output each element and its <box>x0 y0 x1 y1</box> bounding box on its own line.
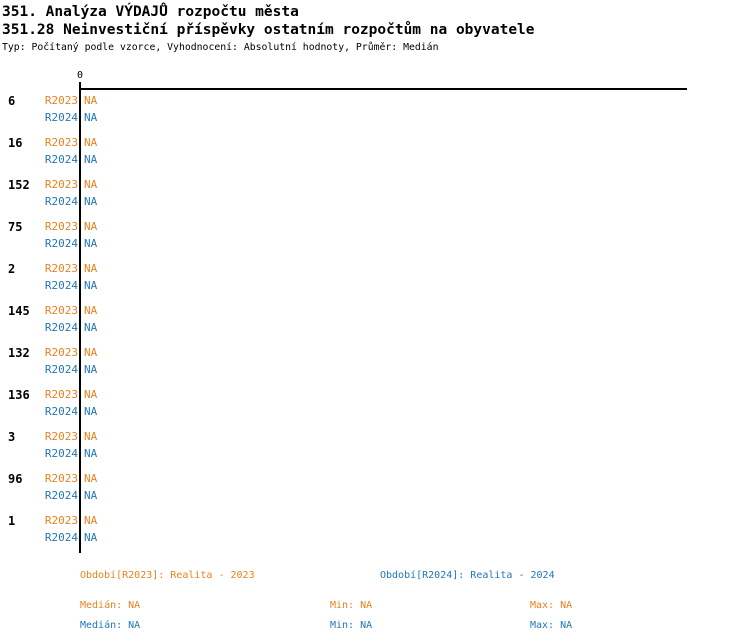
chart-row-group: 152 R2023 NA R2024 NA <box>0 179 750 215</box>
series-label-r2023: R2023 <box>44 178 78 191</box>
series-label-r2024: R2024 <box>44 405 78 418</box>
chart-row-group: 2 R2023 NA R2024 NA <box>0 263 750 299</box>
series-label-r2024: R2024 <box>44 363 78 376</box>
value-r2024: NA <box>84 489 98 502</box>
series-label-r2024: R2024 <box>44 153 78 166</box>
category-label: 1 <box>8 514 16 528</box>
value-r2023: NA <box>84 388 98 401</box>
series-label-r2024: R2024 <box>44 447 78 460</box>
series-label-r2024: R2024 <box>44 279 78 292</box>
category-label: 132 <box>8 346 30 360</box>
series-label-r2024: R2024 <box>44 237 78 250</box>
y-axis-line <box>79 82 81 553</box>
value-r2023: NA <box>84 514 98 527</box>
value-r2024: NA <box>84 279 98 292</box>
value-r2024: NA <box>84 405 98 418</box>
value-r2024: NA <box>84 363 98 376</box>
value-r2023: NA <box>84 178 98 191</box>
category-label: 145 <box>8 304 30 318</box>
chart-row-group: 132 R2023 NA R2024 NA <box>0 347 750 383</box>
stat-min-r2023: Min: NA <box>330 600 373 611</box>
value-r2024: NA <box>84 195 98 208</box>
legend-period-r2023: Období[R2023]: Realita - 2023 <box>80 570 255 581</box>
chart-row-group: 75 R2023 NA R2024 NA <box>0 221 750 257</box>
value-r2023: NA <box>84 472 98 485</box>
value-r2023: NA <box>84 346 98 359</box>
chart-row-group: 145 R2023 NA R2024 NA <box>0 305 750 341</box>
series-label-r2023: R2023 <box>44 388 78 401</box>
value-r2023: NA <box>84 136 98 149</box>
category-label: 6 <box>8 94 16 108</box>
series-label-r2024: R2024 <box>44 321 78 334</box>
series-label-r2024: R2024 <box>44 489 78 502</box>
stat-min-r2024: Min: NA <box>330 620 373 631</box>
stat-median-r2024: Medián: NA <box>80 620 141 631</box>
value-r2023: NA <box>84 220 98 233</box>
x-axis-line <box>80 88 687 90</box>
value-r2024: NA <box>84 447 98 460</box>
value-r2024: NA <box>84 531 98 544</box>
chart-row-group: 1 R2023 NA R2024 NA <box>0 515 750 551</box>
value-r2023: NA <box>84 430 98 443</box>
series-label-r2023: R2023 <box>44 262 78 275</box>
series-label-r2023: R2023 <box>44 514 78 527</box>
category-label: 136 <box>8 388 30 402</box>
series-label-r2023: R2023 <box>44 346 78 359</box>
value-r2023: NA <box>84 94 98 107</box>
chart-meta-line: Typ: Počítaný podle vzorce, Vyhodnocení:… <box>2 42 439 53</box>
value-r2024: NA <box>84 237 98 250</box>
value-r2023: NA <box>84 262 98 275</box>
series-label-r2023: R2023 <box>44 304 78 317</box>
series-label-r2023: R2023 <box>44 472 78 485</box>
indicator-title: 351.28 Neinvestiční příspěvky ostatním r… <box>2 22 535 38</box>
report-title: 351. Analýza VÝDAJŮ rozpočtu města <box>2 4 299 20</box>
value-r2023: NA <box>84 304 98 317</box>
category-label: 96 <box>8 472 23 486</box>
series-label-r2023: R2023 <box>44 220 78 233</box>
stat-max-r2024: Max: NA <box>530 620 573 631</box>
series-label-r2023: R2023 <box>44 94 78 107</box>
category-label: 2 <box>8 262 16 276</box>
chart-row-group: 3 R2023 NA R2024 NA <box>0 431 750 467</box>
category-label: 3 <box>8 430 16 444</box>
series-label-r2024: R2024 <box>44 195 78 208</box>
value-r2024: NA <box>84 153 98 166</box>
category-label: 16 <box>8 136 23 150</box>
chart-row-group: 96 R2023 NA R2024 NA <box>0 473 750 509</box>
value-r2024: NA <box>84 321 98 334</box>
series-label-r2024: R2024 <box>44 111 78 124</box>
value-r2024: NA <box>84 111 98 124</box>
series-label-r2024: R2024 <box>44 531 78 544</box>
legend-period-r2024: Období[R2024]: Realita - 2024 <box>380 570 555 581</box>
stat-median-r2023: Medián: NA <box>80 600 141 611</box>
chart-row-group: 136 R2023 NA R2024 NA <box>0 389 750 425</box>
series-label-r2023: R2023 <box>44 136 78 149</box>
stat-max-r2023: Max: NA <box>530 600 573 611</box>
x-axis-zero-label: 0 <box>76 70 84 81</box>
category-label: 75 <box>8 220 23 234</box>
series-label-r2023: R2023 <box>44 430 78 443</box>
chart-row-group: 6 R2023 NA R2024 NA <box>0 95 750 131</box>
category-label: 152 <box>8 178 30 192</box>
chart-row-group: 16 R2023 NA R2024 NA <box>0 137 750 173</box>
